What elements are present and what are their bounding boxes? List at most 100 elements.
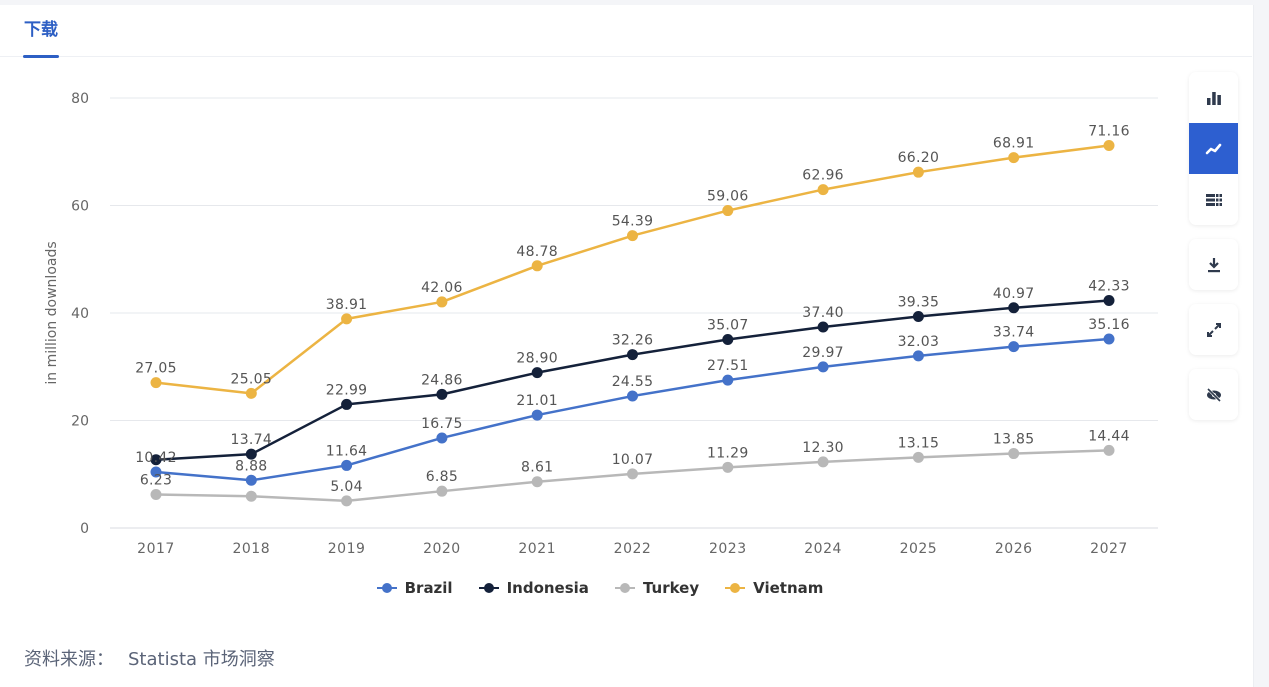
data-point[interactable]	[627, 230, 638, 242]
x-tick-label: 2024	[804, 541, 842, 557]
data-point[interactable]	[817, 456, 829, 468]
right-scroll-area	[1253, 5, 1269, 687]
legend-item-turkey[interactable]: Turkey	[614, 579, 699, 597]
hide-button[interactable]	[1189, 369, 1238, 420]
data-label: 6.23	[140, 473, 172, 489]
data-point[interactable]	[436, 296, 448, 308]
data-point[interactable]	[341, 459, 353, 471]
data-label: 25.05	[231, 371, 273, 387]
legend-item-brazil[interactable]: Brazil	[376, 579, 453, 597]
legend-item-indonesia[interactable]: Indonesia	[478, 579, 589, 597]
x-tick-label: 2023	[709, 541, 747, 557]
x-tick-label: 2027	[1090, 541, 1128, 557]
bar-chart-icon	[1206, 91, 1221, 105]
data-point[interactable]	[150, 377, 162, 389]
download-button[interactable]	[1189, 239, 1238, 290]
data-point[interactable]	[1103, 140, 1115, 152]
tab-downloads[interactable]: 下载	[24, 20, 58, 40]
y-tick-label: 40	[71, 306, 89, 322]
data-label: 24.55	[612, 374, 654, 390]
data-point[interactable]	[1008, 448, 1020, 460]
data-label: 27.51	[707, 358, 749, 374]
legend-marker-icon	[725, 582, 746, 594]
data-point[interactable]	[150, 466, 162, 478]
table-button[interactable]	[1189, 174, 1238, 225]
source-link[interactable]: Statista 市场洞察	[128, 649, 275, 670]
bar-chart-button[interactable]	[1189, 72, 1238, 123]
data-point[interactable]	[1008, 302, 1020, 314]
data-point[interactable]	[341, 495, 353, 507]
data-point[interactable]	[912, 350, 924, 362]
data-point[interactable]	[436, 388, 448, 400]
tab-bar: 下载	[0, 5, 1252, 58]
series-turkey	[150, 444, 1115, 507]
data-point[interactable]	[817, 321, 829, 333]
data-point[interactable]	[1008, 152, 1020, 164]
grid-lines	[110, 97, 1158, 529]
x-tick-label: 2025	[900, 541, 938, 557]
data-label: 32.03	[898, 334, 940, 350]
hide-group	[1189, 369, 1238, 420]
data-point[interactable]	[531, 409, 543, 421]
legend-item-vietnam[interactable]: Vietnam	[725, 579, 823, 597]
data-point[interactable]	[150, 489, 162, 501]
data-point[interactable]	[912, 310, 924, 322]
line-chart-button[interactable]	[1189, 123, 1238, 174]
fullscreen-button[interactable]	[1189, 304, 1238, 355]
series-indonesia	[150, 294, 1115, 466]
data-point[interactable]	[341, 313, 353, 325]
data-point[interactable]	[1103, 294, 1115, 306]
legend-label: Indonesia	[506, 579, 589, 597]
tab-active-indicator	[23, 55, 59, 58]
data-label: 66.20	[898, 150, 940, 166]
data-label: 39.35	[898, 294, 940, 310]
data-label: 59.06	[707, 189, 749, 205]
data-point[interactable]	[722, 205, 734, 217]
data-point[interactable]	[436, 432, 448, 444]
x-tick-label: 2026	[995, 541, 1033, 557]
data-point[interactable]	[531, 367, 543, 379]
data-label: 13.85	[993, 432, 1035, 448]
data-point[interactable]	[912, 166, 924, 178]
data-point[interactable]	[817, 184, 829, 196]
data-point[interactable]	[436, 485, 448, 497]
data-point[interactable]	[912, 451, 924, 463]
data-point[interactable]	[1103, 333, 1115, 345]
data-label: 8.88	[235, 458, 267, 474]
data-point[interactable]	[627, 390, 638, 402]
data-point[interactable]	[1103, 444, 1115, 456]
line-chart-icon	[1205, 143, 1221, 154]
data-point[interactable]	[245, 448, 257, 460]
data-label: 42.33	[1088, 278, 1130, 294]
y-axis-label: in million downloads	[44, 241, 60, 384]
data-label: 22.99	[326, 382, 368, 398]
data-point[interactable]	[1008, 341, 1020, 353]
data-point[interactable]	[722, 461, 734, 473]
data-point[interactable]	[341, 398, 353, 410]
data-point[interactable]	[722, 374, 734, 386]
data-point[interactable]	[627, 349, 638, 361]
download-icon	[1207, 257, 1220, 272]
legend-marker-icon	[376, 582, 397, 594]
data-point[interactable]	[150, 454, 162, 466]
data-point[interactable]	[245, 490, 257, 502]
data-point[interactable]	[817, 361, 829, 373]
data-label: 16.75	[421, 416, 463, 432]
data-point[interactable]	[245, 474, 257, 486]
x-tick-label: 2021	[518, 541, 556, 557]
data-label: 8.61	[521, 460, 553, 476]
data-label: 14.44	[1088, 428, 1130, 444]
data-label: 12.30	[802, 440, 844, 456]
x-tick-label: 2019	[328, 541, 366, 557]
data-label: 48.78	[516, 244, 558, 260]
fullscreen-group	[1189, 304, 1238, 355]
data-point[interactable]	[627, 468, 638, 480]
data-label: 10.42	[135, 450, 177, 466]
data-point[interactable]	[245, 387, 257, 399]
data-point[interactable]	[531, 476, 543, 488]
y-tick-label: 20	[71, 414, 89, 430]
data-point[interactable]	[722, 333, 734, 345]
data-point[interactable]	[531, 260, 543, 272]
legend-marker-icon	[614, 582, 635, 594]
